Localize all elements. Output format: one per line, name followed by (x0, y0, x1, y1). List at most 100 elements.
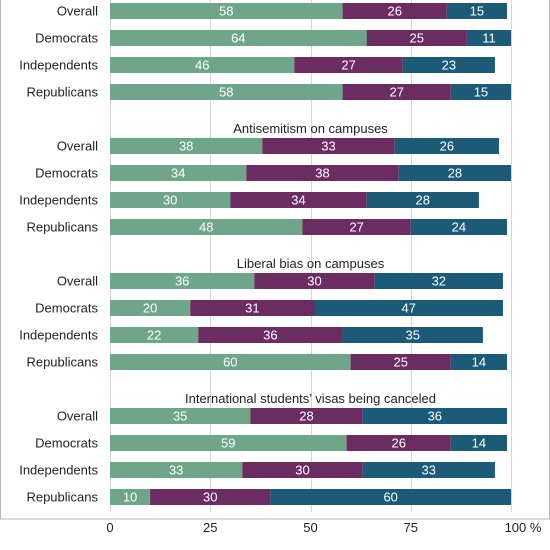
data-label: 25 (410, 31, 424, 46)
x-tick-label: 50 (303, 520, 317, 535)
bar-segment (366, 30, 467, 46)
data-label: 25 (393, 355, 407, 370)
bar-segment (294, 57, 403, 73)
data-label: 33 (321, 139, 335, 154)
bar-segment (446, 3, 507, 19)
bar-segment (314, 300, 503, 316)
bar-segment (110, 273, 255, 289)
data-label: 34 (291, 193, 305, 208)
data-label: 36 (263, 328, 277, 343)
bar-segment (402, 57, 495, 73)
bar-segment (374, 273, 503, 289)
data-label: 11 (482, 31, 496, 46)
bar-segment (302, 219, 411, 235)
data-label: 47 (402, 301, 416, 316)
data-label: 64 (231, 31, 245, 46)
data-label: 23 (442, 58, 456, 73)
bar-segment (350, 354, 451, 370)
bar-segment (110, 354, 351, 370)
bar-segment (366, 192, 479, 208)
category-label: Democrats (35, 31, 98, 46)
category-label: Independents (19, 193, 98, 208)
data-label: 26 (440, 139, 454, 154)
data-label: 20 (143, 301, 157, 316)
data-label: 30 (307, 274, 321, 289)
data-label: 26 (387, 4, 401, 19)
bar-segment (398, 165, 511, 181)
data-label: 38 (179, 139, 193, 154)
bar-segment (110, 462, 243, 478)
x-tick-label: 75 (404, 520, 418, 535)
bar-segment (262, 138, 395, 154)
data-label: 34 (171, 166, 185, 181)
bar-segment (450, 354, 507, 370)
data-label: 15 (470, 4, 484, 19)
data-label: 28 (299, 409, 313, 424)
bar-segment (450, 435, 507, 451)
bar-segment (110, 192, 231, 208)
bar-segment (230, 192, 367, 208)
category-label: Independents (19, 328, 98, 343)
bar-segment (394, 138, 499, 154)
labels: 0 25 50 75 100 % Overall 58 26 15 Democrats 64 25 11… (19, 4, 542, 536)
data-label: 27 (341, 58, 355, 73)
data-label: 28 (416, 193, 430, 208)
category-label: Overall (57, 139, 98, 154)
bar-segment (198, 327, 343, 343)
bar-segment (342, 3, 447, 19)
x-tick-label: 100 % (505, 520, 542, 535)
data-label: 31 (245, 301, 259, 316)
bar-segment (110, 30, 367, 46)
bar-segment (110, 165, 247, 181)
bar-segment (110, 219, 303, 235)
data-label: 58 (219, 85, 233, 100)
category-label: Overall (57, 409, 98, 424)
category-label: Overall (57, 274, 98, 289)
category-label: Democrats (35, 166, 98, 181)
bar-segment (110, 84, 343, 100)
bar-segment (190, 300, 315, 316)
data-label: 15 (474, 85, 488, 100)
data-label: 33 (422, 463, 436, 478)
category-label: Republicans (26, 490, 98, 505)
bar-segment (110, 489, 151, 505)
bar-segment (110, 408, 251, 424)
bar-segment (110, 327, 199, 343)
data-label: 33 (169, 463, 183, 478)
bar-segment (346, 435, 451, 451)
bar-segment (110, 138, 263, 154)
bar-segment (410, 219, 507, 235)
category-label: Democrats (35, 301, 98, 316)
data-label: 26 (391, 436, 405, 451)
bar-segment (246, 165, 399, 181)
category-label: Democrats (35, 436, 98, 451)
bar-segment (242, 462, 363, 478)
bar-segment (250, 408, 363, 424)
x-tick-label: 0 (106, 520, 113, 535)
group-title: Antisemitism on campuses (233, 121, 388, 136)
data-label: 24 (452, 220, 466, 235)
data-label: 27 (389, 85, 403, 100)
bar-segment (110, 435, 347, 451)
data-label: 27 (349, 220, 363, 235)
bar-segment (254, 273, 375, 289)
bar-segment (150, 489, 271, 505)
data-label: 35 (173, 409, 187, 424)
bar-segment (362, 408, 507, 424)
bar-segment (342, 84, 451, 100)
category-label: Republicans (26, 85, 98, 100)
data-label: 35 (406, 328, 420, 343)
category-label: Republicans (26, 355, 98, 370)
data-label: 32 (432, 274, 446, 289)
data-label: 14 (472, 355, 486, 370)
bar-segment (466, 30, 511, 46)
bar-segment (110, 3, 343, 19)
bar-segment (110, 300, 191, 316)
data-label: 30 (295, 463, 309, 478)
x-tick-label: 25 (203, 520, 217, 535)
data-label: 60 (223, 355, 237, 370)
bars (110, 3, 511, 505)
data-label: 30 (203, 490, 217, 505)
data-label: 48 (199, 220, 213, 235)
